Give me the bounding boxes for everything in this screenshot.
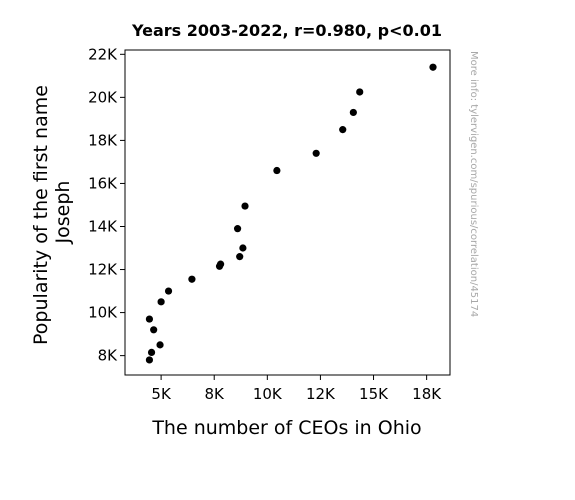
- x-axis-ticks: 5K 8K 10K 12K 15K 18K: [151, 375, 442, 403]
- data-point: [241, 202, 249, 210]
- x-tick-label: 12K: [306, 385, 336, 403]
- y-tick-label: 20K: [88, 88, 118, 106]
- data-point: [239, 244, 247, 252]
- x-tick-label: 8K: [205, 385, 226, 403]
- data-point: [349, 108, 357, 117]
- x-tick-label: 5K: [151, 385, 172, 403]
- y-tick-label: 14K: [88, 217, 118, 235]
- y-tick-label: 16K: [88, 174, 118, 192]
- data-point: [145, 356, 154, 364]
- data-point: [312, 149, 320, 157]
- data-point: [339, 126, 347, 134]
- x-tick-label: 18K: [412, 385, 442, 403]
- y-tick-label: 18K: [88, 131, 118, 149]
- data-point: [150, 326, 158, 334]
- data-point: [188, 275, 196, 283]
- data-point: [429, 63, 437, 71]
- y-axis-label: Popularity of the first name Joseph: [30, 79, 74, 345]
- x-tick-label: 15K: [359, 385, 389, 403]
- data-point: [147, 348, 156, 357]
- y-tick-label: 8K: [98, 347, 119, 365]
- y-axis-label-line-2: Joseph: [52, 181, 74, 245]
- y-axis-label-line-1: Popularity of the first name: [30, 85, 52, 345]
- data-points: [145, 63, 437, 364]
- data-point: [157, 298, 165, 306]
- data-point: [233, 225, 242, 233]
- data-point: [273, 166, 281, 175]
- data-point: [145, 315, 154, 323]
- watermark-text: More info: tylervigen.com/spurious/corre…: [468, 51, 479, 317]
- data-point: [156, 341, 164, 349]
- data-point: [164, 287, 173, 295]
- y-tick-label: 12K: [88, 261, 118, 279]
- y-axis-ticks: 8K 10K 12K 14K 16K 18K 20K 22K: [88, 45, 125, 365]
- x-axis-label: The number of CEOs in Ohio: [151, 417, 421, 439]
- plot-area: [124, 49, 451, 376]
- data-point: [215, 262, 224, 270]
- y-tick-label: 10K: [88, 304, 118, 322]
- y-tick-label: 22K: [88, 45, 118, 63]
- data-point: [356, 88, 364, 96]
- x-tick-label: 10K: [253, 385, 283, 403]
- chart-title: Years 2003-2022, r=0.980, p<0.01: [131, 21, 442, 40]
- data-point: [236, 253, 244, 261]
